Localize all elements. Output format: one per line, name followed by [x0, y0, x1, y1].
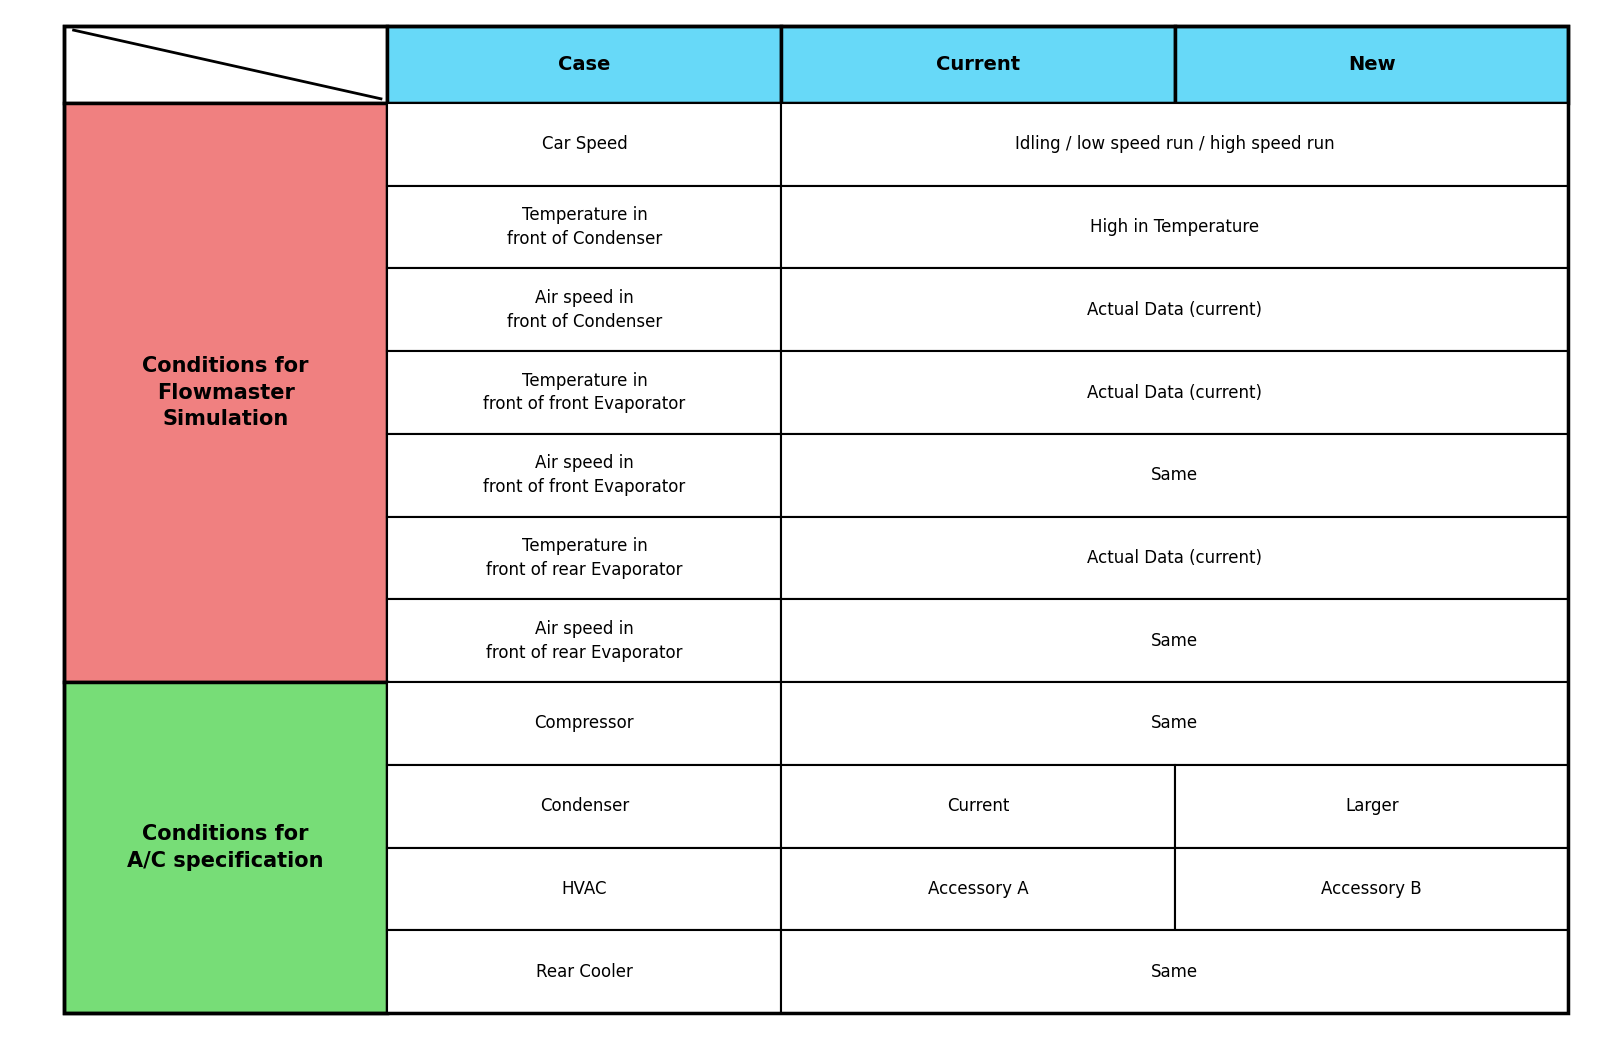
Text: Same: Same [1150, 715, 1198, 732]
Text: Compressor: Compressor [534, 715, 634, 732]
Bar [64, 682, 387, 1013]
Bar [781, 930, 1568, 1013]
Text: Accessory A: Accessory A [928, 880, 1029, 898]
Text: Condenser: Condenser [539, 797, 629, 816]
Bar [387, 600, 781, 682]
Bar [387, 848, 781, 930]
Bar [781, 103, 1568, 186]
Text: Car Speed: Car Speed [541, 135, 627, 154]
Text: Air speed in
front of rear Evaporator: Air speed in front of rear Evaporator [486, 620, 683, 662]
Bar [387, 765, 781, 848]
Text: Current: Current [936, 55, 1021, 74]
Bar [781, 26, 1176, 103]
Text: HVAC: HVAC [562, 880, 606, 898]
Bar [64, 103, 387, 682]
Text: Actual Data (current): Actual Data (current) [1088, 383, 1262, 401]
Bar [387, 268, 781, 351]
Bar [387, 930, 781, 1013]
Text: Same: Same [1150, 963, 1198, 981]
Text: High in Temperature: High in Temperature [1090, 218, 1259, 236]
Bar [781, 765, 1176, 848]
Text: Rear Cooler: Rear Cooler [536, 963, 634, 981]
Text: Air speed in
front of Condenser: Air speed in front of Condenser [507, 289, 662, 330]
Bar [781, 268, 1568, 351]
Text: Actual Data (current): Actual Data (current) [1088, 301, 1262, 319]
Bar [781, 186, 1568, 268]
Text: Case: Case [558, 55, 611, 74]
Text: Larger: Larger [1346, 797, 1398, 816]
Text: Air speed in
front of front Evaporator: Air speed in front of front Evaporator [483, 454, 685, 496]
Text: Same: Same [1150, 467, 1198, 484]
Bar [1176, 848, 1568, 930]
Text: Temperature in
front of Condenser: Temperature in front of Condenser [507, 207, 662, 248]
Text: Temperature in
front of front Evaporator: Temperature in front of front Evaporator [483, 372, 685, 414]
Text: Temperature in
front of rear Evaporator: Temperature in front of rear Evaporator [486, 537, 683, 579]
Bar [781, 682, 1568, 765]
Bar [1176, 26, 1568, 103]
Text: Conditions for
A/C specification: Conditions for A/C specification [128, 824, 323, 871]
Bar [387, 186, 781, 268]
Bar [387, 351, 781, 434]
Bar [781, 434, 1568, 516]
Bar [781, 848, 1176, 930]
Bar [64, 26, 387, 103]
Bar [781, 351, 1568, 434]
Bar [387, 516, 781, 600]
Bar [387, 26, 781, 103]
Bar [781, 516, 1568, 600]
Text: Idling / low speed run / high speed run: Idling / low speed run / high speed run [1014, 135, 1334, 154]
Bar [387, 103, 781, 186]
Bar [387, 434, 781, 516]
Text: Actual Data (current): Actual Data (current) [1088, 549, 1262, 567]
Bar [781, 600, 1568, 682]
Bar [387, 682, 781, 765]
Bar [1176, 765, 1568, 848]
Text: Accessory B: Accessory B [1322, 880, 1422, 898]
Text: Current: Current [947, 797, 1010, 816]
Text: Same: Same [1150, 632, 1198, 649]
Text: Conditions for
Flowmaster
Simulation: Conditions for Flowmaster Simulation [142, 356, 309, 429]
Text: New: New [1347, 55, 1395, 74]
